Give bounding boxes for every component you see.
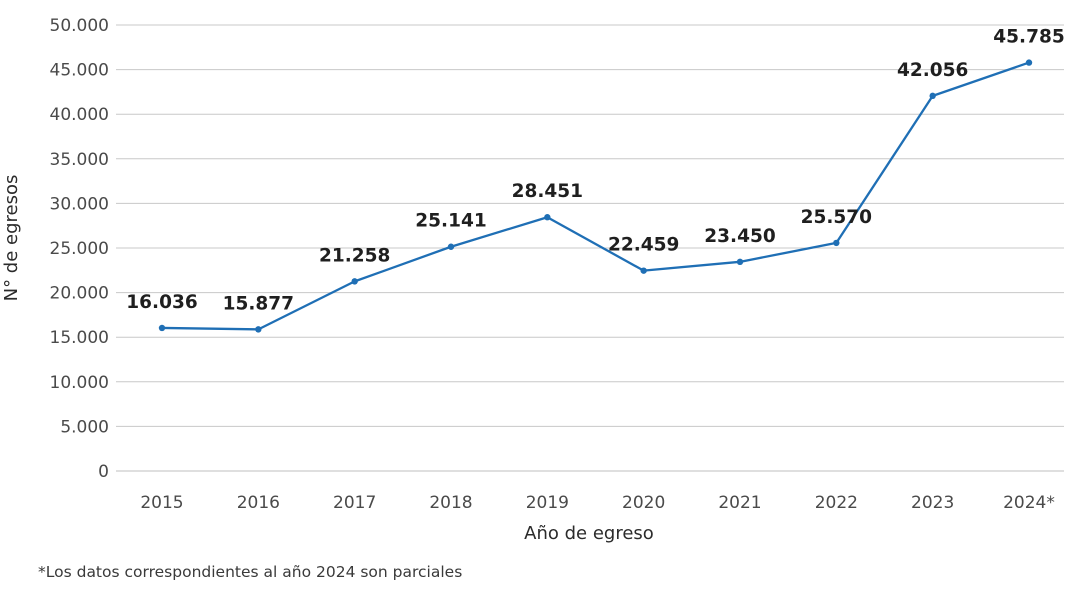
x-axis-ticks: 2015 2016 2017 2018 2019 2020 2021 2022 2023 2024…	[140, 493, 1055, 513]
data-point	[929, 92, 936, 100]
y-tick-label: 45.000	[50, 61, 109, 81]
series-line-group	[158, 59, 1033, 333]
y-axis-title: N° de egresos	[1, 175, 22, 302]
y-tick-label: 40.000	[50, 105, 109, 125]
y-tick-label: 35.000	[50, 150, 109, 170]
x-tick-label: 2023	[911, 493, 954, 513]
series-line	[161, 61, 1030, 331]
data-label: 25.141	[415, 211, 486, 232]
data-point	[640, 267, 647, 274]
data-point	[255, 326, 262, 333]
data-point	[544, 214, 551, 221]
y-tick-label: 50.000	[50, 16, 109, 36]
x-tick-label: 2024*	[1003, 493, 1055, 513]
data-point	[833, 239, 840, 247]
x-tick-label: 2020	[622, 493, 665, 513]
x-tick-label: 2015	[140, 493, 183, 513]
data-label: 22.459	[608, 235, 679, 256]
data-label: 42.056	[897, 60, 968, 81]
data-label: 25.570	[801, 207, 872, 228]
gridlines	[116, 24, 1064, 472]
y-tick-label: 15.000	[50, 328, 109, 348]
data-point	[447, 243, 455, 250]
data-point	[736, 258, 744, 266]
data-labels: 16.036 15.877 21.258 25.141 28.451 22.459 23.4…	[126, 27, 1064, 315]
y-tick-label: 0	[98, 462, 109, 482]
data-label: 45.785	[993, 27, 1064, 48]
data-label: 21.258	[319, 245, 390, 266]
data-point	[1025, 59, 1033, 66]
x-axis-title: Año de egreso	[524, 523, 654, 544]
x-tick-label: 2022	[815, 493, 858, 513]
x-tick-label: 2021	[718, 493, 761, 513]
data-label: 15.877	[223, 293, 294, 314]
x-tick-label: 2017	[333, 493, 376, 513]
data-point	[158, 324, 166, 332]
footnote: *Los datos correspondientes al año 2024 …	[38, 563, 463, 581]
y-tick-label: 30.000	[50, 194, 109, 214]
x-tick-label: 2019	[526, 493, 569, 513]
y-tick-label: 20.000	[50, 284, 109, 304]
data-label: 28.451	[512, 181, 583, 202]
y-tick-label: 25.000	[50, 239, 109, 259]
data-label: 16.036	[126, 292, 197, 313]
x-tick-label: 2018	[429, 493, 472, 513]
y-tick-label: 10.000	[50, 373, 109, 393]
y-tick-label: 5.000	[60, 417, 109, 437]
data-label: 23.450	[704, 226, 775, 247]
y-axis-ticks: 0 5.000 10.000 15.000 20.000 25.000 30.000 35.0…	[50, 16, 109, 482]
data-point	[351, 278, 358, 285]
x-tick-label: 2016	[237, 493, 280, 513]
